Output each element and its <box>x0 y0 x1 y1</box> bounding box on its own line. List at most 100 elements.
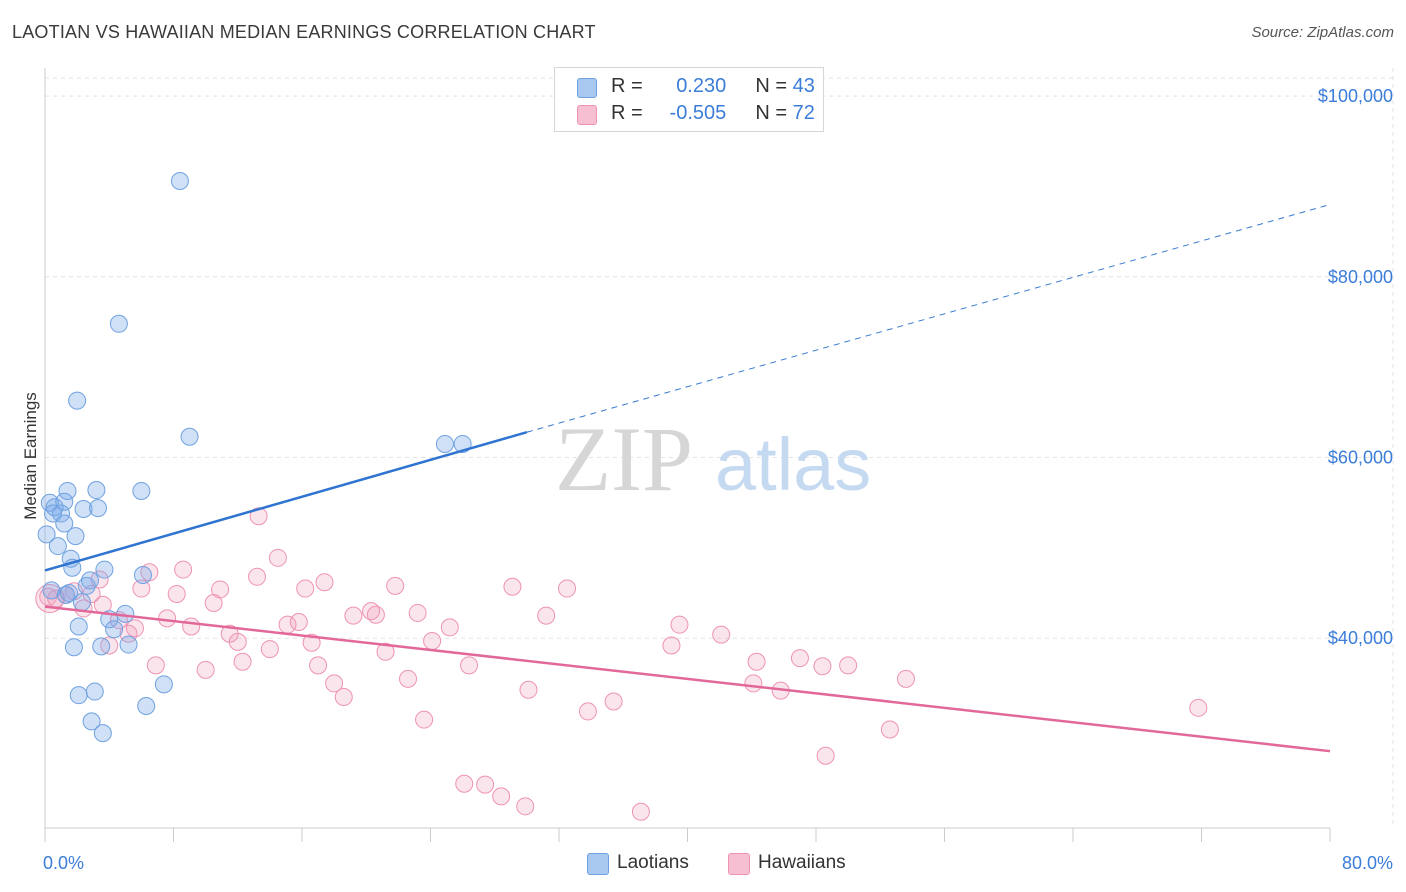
legend-r-label: R = <box>611 102 643 124</box>
hawaiian-point <box>125 619 144 638</box>
hawaiian-trend-line <box>44 605 1331 753</box>
hawaiian-point <box>558 579 577 598</box>
hawaiian-point <box>408 603 427 622</box>
hawaiian-point <box>376 642 395 661</box>
laotian-point <box>55 514 74 533</box>
legend-r-value: -0.505 <box>669 102 727 124</box>
hawaiian-point <box>302 633 321 652</box>
hawaiian-point <box>460 656 479 675</box>
hawaiian-point <box>492 787 511 806</box>
laotian-trend-line <box>44 431 528 572</box>
hawaiian-point <box>296 579 315 598</box>
laotian-point <box>58 481 77 500</box>
grid-lines <box>45 68 1394 828</box>
laotian-point <box>92 637 111 656</box>
laotian-point <box>68 391 87 410</box>
hawaiian-point <box>174 560 193 579</box>
legend-swatch-laotians <box>577 78 597 98</box>
hawaiian-point <box>362 602 381 621</box>
hawaiian-point <box>839 656 858 675</box>
laotian-point <box>45 498 64 517</box>
chart-source: Source: ZipAtlas.com <box>1251 24 1394 41</box>
hawaiian-point <box>386 576 405 595</box>
hawaiian-point <box>132 579 151 598</box>
bottom-legend-label-laotians: Laotians <box>617 852 689 873</box>
hawaiian-point <box>816 746 835 765</box>
x-tick-label: 80.0% <box>1342 853 1393 873</box>
laotian-point <box>154 675 173 694</box>
laotian-point <box>55 492 74 511</box>
trend-lines <box>44 204 1331 753</box>
laotian-point <box>435 434 454 453</box>
laotian-point <box>69 686 88 705</box>
hawaiian-point <box>248 567 267 586</box>
hawaiian-point <box>399 669 418 688</box>
laotian-point <box>42 581 61 600</box>
bottom-legend-swatch-laotians <box>587 853 609 875</box>
hawaiian-point <box>334 687 353 706</box>
legend-r-value: 0.230 <box>676 75 727 97</box>
y-axis-label: Median Earnings <box>21 392 40 520</box>
legend-n-value: 43 <box>792 75 815 97</box>
laotian-point <box>82 712 101 731</box>
laotian-point <box>69 617 88 636</box>
y-tick-label: $80,000 <box>1328 267 1393 287</box>
legend-swatch-hawaiians <box>577 105 597 125</box>
y-tick-label: $100,000 <box>1318 86 1393 106</box>
laotian-point <box>133 565 152 584</box>
laotian-point <box>48 537 67 556</box>
legend-n-label: N = <box>755 75 788 97</box>
hawaiian-point <box>790 649 809 668</box>
bottom-legend-label-hawaiians: Hawaiians <box>758 852 846 873</box>
laotian-point <box>37 525 56 544</box>
laotian-point <box>60 584 79 603</box>
laotian-point <box>66 527 85 546</box>
series-hawaiians <box>35 507 1208 821</box>
chart-title: LAOTIAN VS HAWAIIAN MEDIAN EARNINGS CORR… <box>12 22 596 42</box>
x-tick-label: 0.0% <box>43 853 84 873</box>
hawaiian-point <box>423 631 442 650</box>
hawaiian-point <box>516 797 535 816</box>
hawaiian-point <box>167 584 186 603</box>
axes <box>44 68 1331 842</box>
laotian-point <box>109 314 128 333</box>
hawaiian-point <box>712 625 731 644</box>
laotian-point <box>89 499 108 518</box>
watermark: ZIP atlas <box>555 408 871 510</box>
hawaiian-point <box>880 720 899 739</box>
hawaiian-point <box>366 605 385 624</box>
hawaiian-point <box>315 573 334 592</box>
watermark-atlas: atlas <box>715 423 871 506</box>
hawaiian-point <box>146 656 165 675</box>
hawaiian-point <box>455 774 474 793</box>
laotian-point <box>77 576 96 595</box>
laotian-point <box>52 504 71 523</box>
hawaiian-point <box>813 657 832 676</box>
hawaiian-point <box>1189 698 1208 717</box>
y-tick-labels: $40,000 $60,000 $80,000 $100,000 <box>1318 86 1393 648</box>
laotian-point <box>87 481 106 500</box>
legend-n-value: 72 <box>792 102 815 124</box>
x-tick-labels: 0.0% 80.0% <box>43 853 1393 873</box>
hawaiian-point <box>519 680 538 699</box>
legend-r-label: R = <box>611 75 643 97</box>
hawaiian-point <box>747 652 766 671</box>
watermark-zip: ZIP <box>555 408 693 510</box>
hawaiian-point <box>744 674 763 693</box>
hawaiian-point <box>670 615 689 634</box>
hawaiian-point <box>578 702 597 721</box>
laotian-trend-line-extension <box>526 204 1331 433</box>
hawaiian-point <box>344 606 363 625</box>
hawaiian-point <box>289 612 308 631</box>
laotian-point <box>56 585 75 604</box>
hawaiian-point <box>268 548 287 567</box>
hawaiian-point <box>896 669 915 688</box>
laotian-point <box>180 427 199 446</box>
series-laotians <box>37 172 472 743</box>
laotian-point <box>105 620 124 639</box>
laotian-point <box>64 638 83 657</box>
laotian-point <box>85 682 104 701</box>
hawaiian-point <box>182 617 201 636</box>
laotian-point <box>132 481 151 500</box>
